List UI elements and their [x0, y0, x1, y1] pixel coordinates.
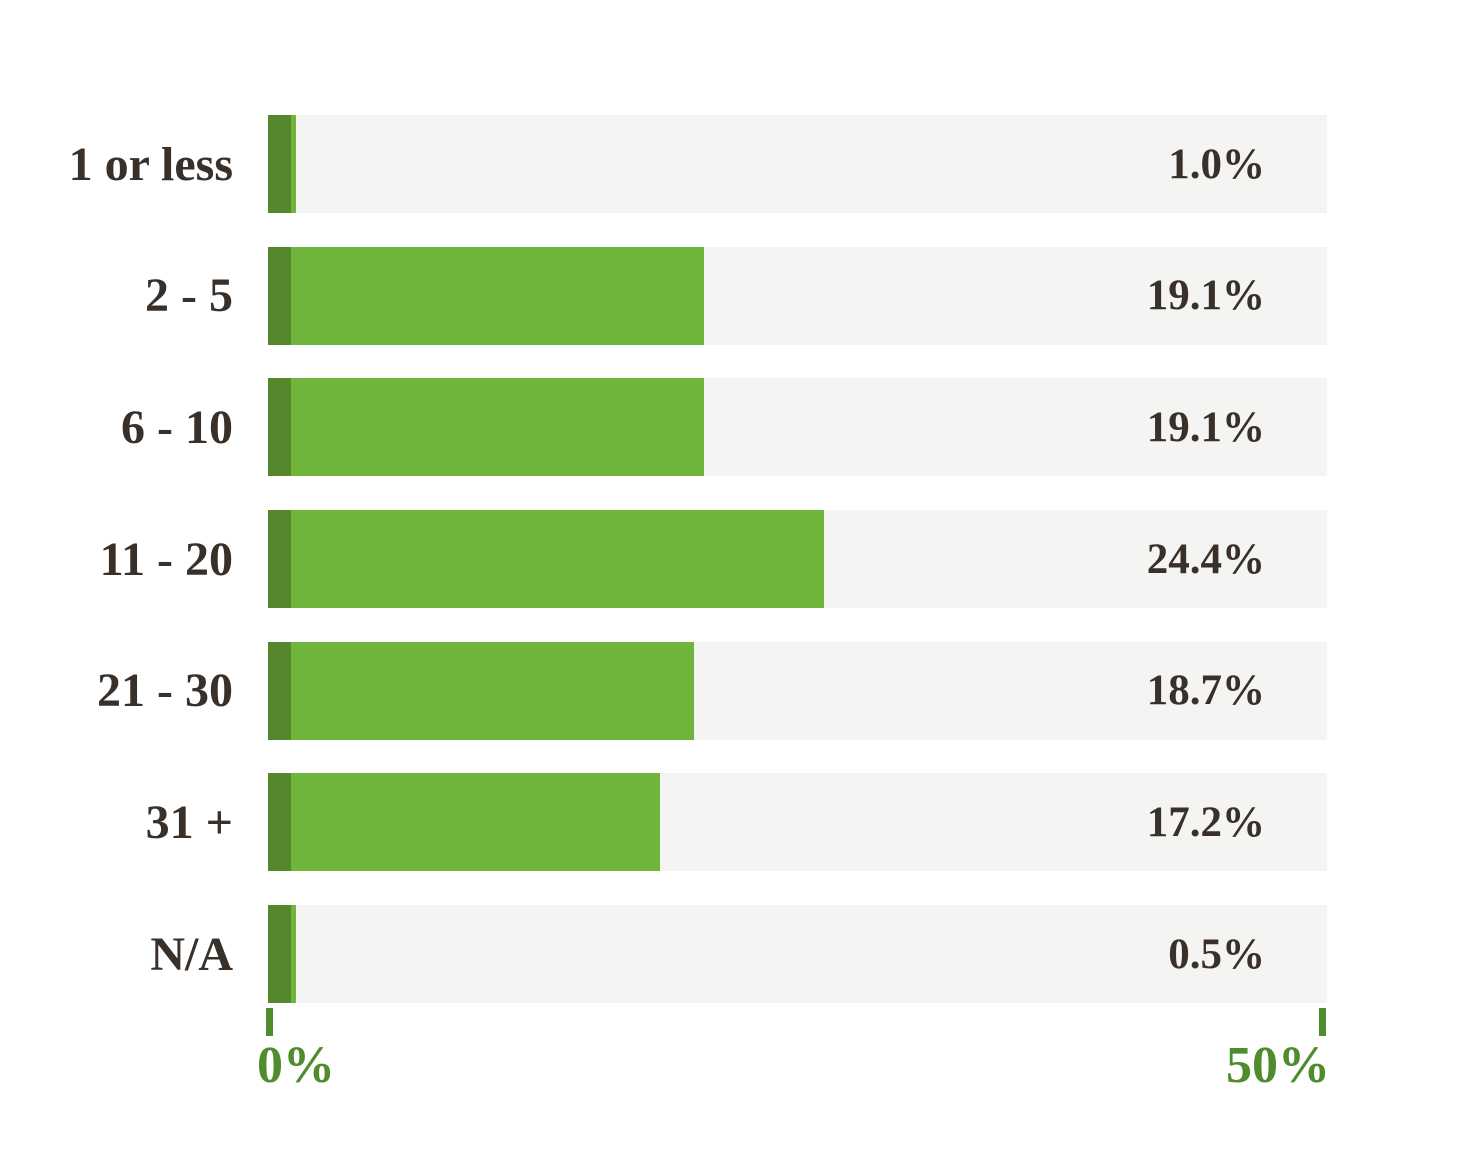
x-axis-tick-max	[1319, 1008, 1326, 1036]
bar-cap	[268, 510, 291, 609]
bar-track: 17.2%	[268, 773, 1327, 872]
bar-cap	[268, 115, 291, 213]
bar-row: N/A 0.5%	[0, 905, 1468, 1004]
value-label: 0.5%	[1168, 930, 1265, 978]
bar	[268, 905, 296, 1004]
bar-track: 18.7%	[268, 641, 1327, 740]
bar-row: 31 + 17.2%	[0, 773, 1468, 872]
category-label: N/A	[150, 927, 233, 981]
x-axis-label-max: 50%	[1226, 1037, 1330, 1094]
category-label: 11 - 20	[99, 532, 233, 586]
bar-row: 6 - 10 19.1%	[0, 378, 1468, 477]
bar-track: 1.0%	[268, 115, 1327, 213]
bar	[268, 378, 704, 477]
category-label: 21 - 30	[97, 664, 233, 718]
bar-track: 24.4%	[268, 510, 1327, 609]
bar	[268, 641, 695, 740]
bar-row: 21 - 30 18.7%	[0, 641, 1468, 740]
bar-track: 19.1%	[268, 246, 1327, 345]
bar-cap	[268, 378, 291, 477]
value-label: 19.1%	[1146, 272, 1265, 320]
bar	[268, 246, 704, 345]
bar-cap	[268, 905, 291, 1004]
bar	[268, 115, 296, 213]
bar-track: 19.1%	[268, 378, 1327, 477]
bar-cap	[268, 641, 291, 740]
chart-rows: 1 or less 1.0% 2 - 5 19.1% 6 - 10 19.1% …	[0, 115, 1468, 1004]
x-axis-label-min: 0%	[257, 1037, 335, 1094]
bar-track: 0.5%	[268, 905, 1327, 1004]
bar-row: 11 - 20 24.4%	[0, 510, 1468, 609]
bar	[268, 510, 825, 609]
value-label: 17.2%	[1146, 798, 1265, 846]
category-label: 2 - 5	[145, 269, 233, 323]
bar-row: 1 or less 1.0%	[0, 115, 1468, 213]
value-label: 19.1%	[1146, 403, 1265, 451]
bar	[268, 773, 661, 872]
bar-row: 2 - 5 19.1%	[0, 246, 1468, 345]
value-label: 1.0%	[1168, 140, 1265, 188]
category-label: 6 - 10	[121, 400, 233, 454]
bar-cap	[268, 773, 291, 872]
value-label: 18.7%	[1146, 667, 1265, 715]
bar-cap	[268, 246, 291, 345]
category-label: 31 +	[145, 795, 233, 849]
x-axis-tick-min	[266, 1008, 273, 1036]
value-label: 24.4%	[1146, 535, 1265, 583]
category-label: 1 or less	[68, 137, 233, 191]
